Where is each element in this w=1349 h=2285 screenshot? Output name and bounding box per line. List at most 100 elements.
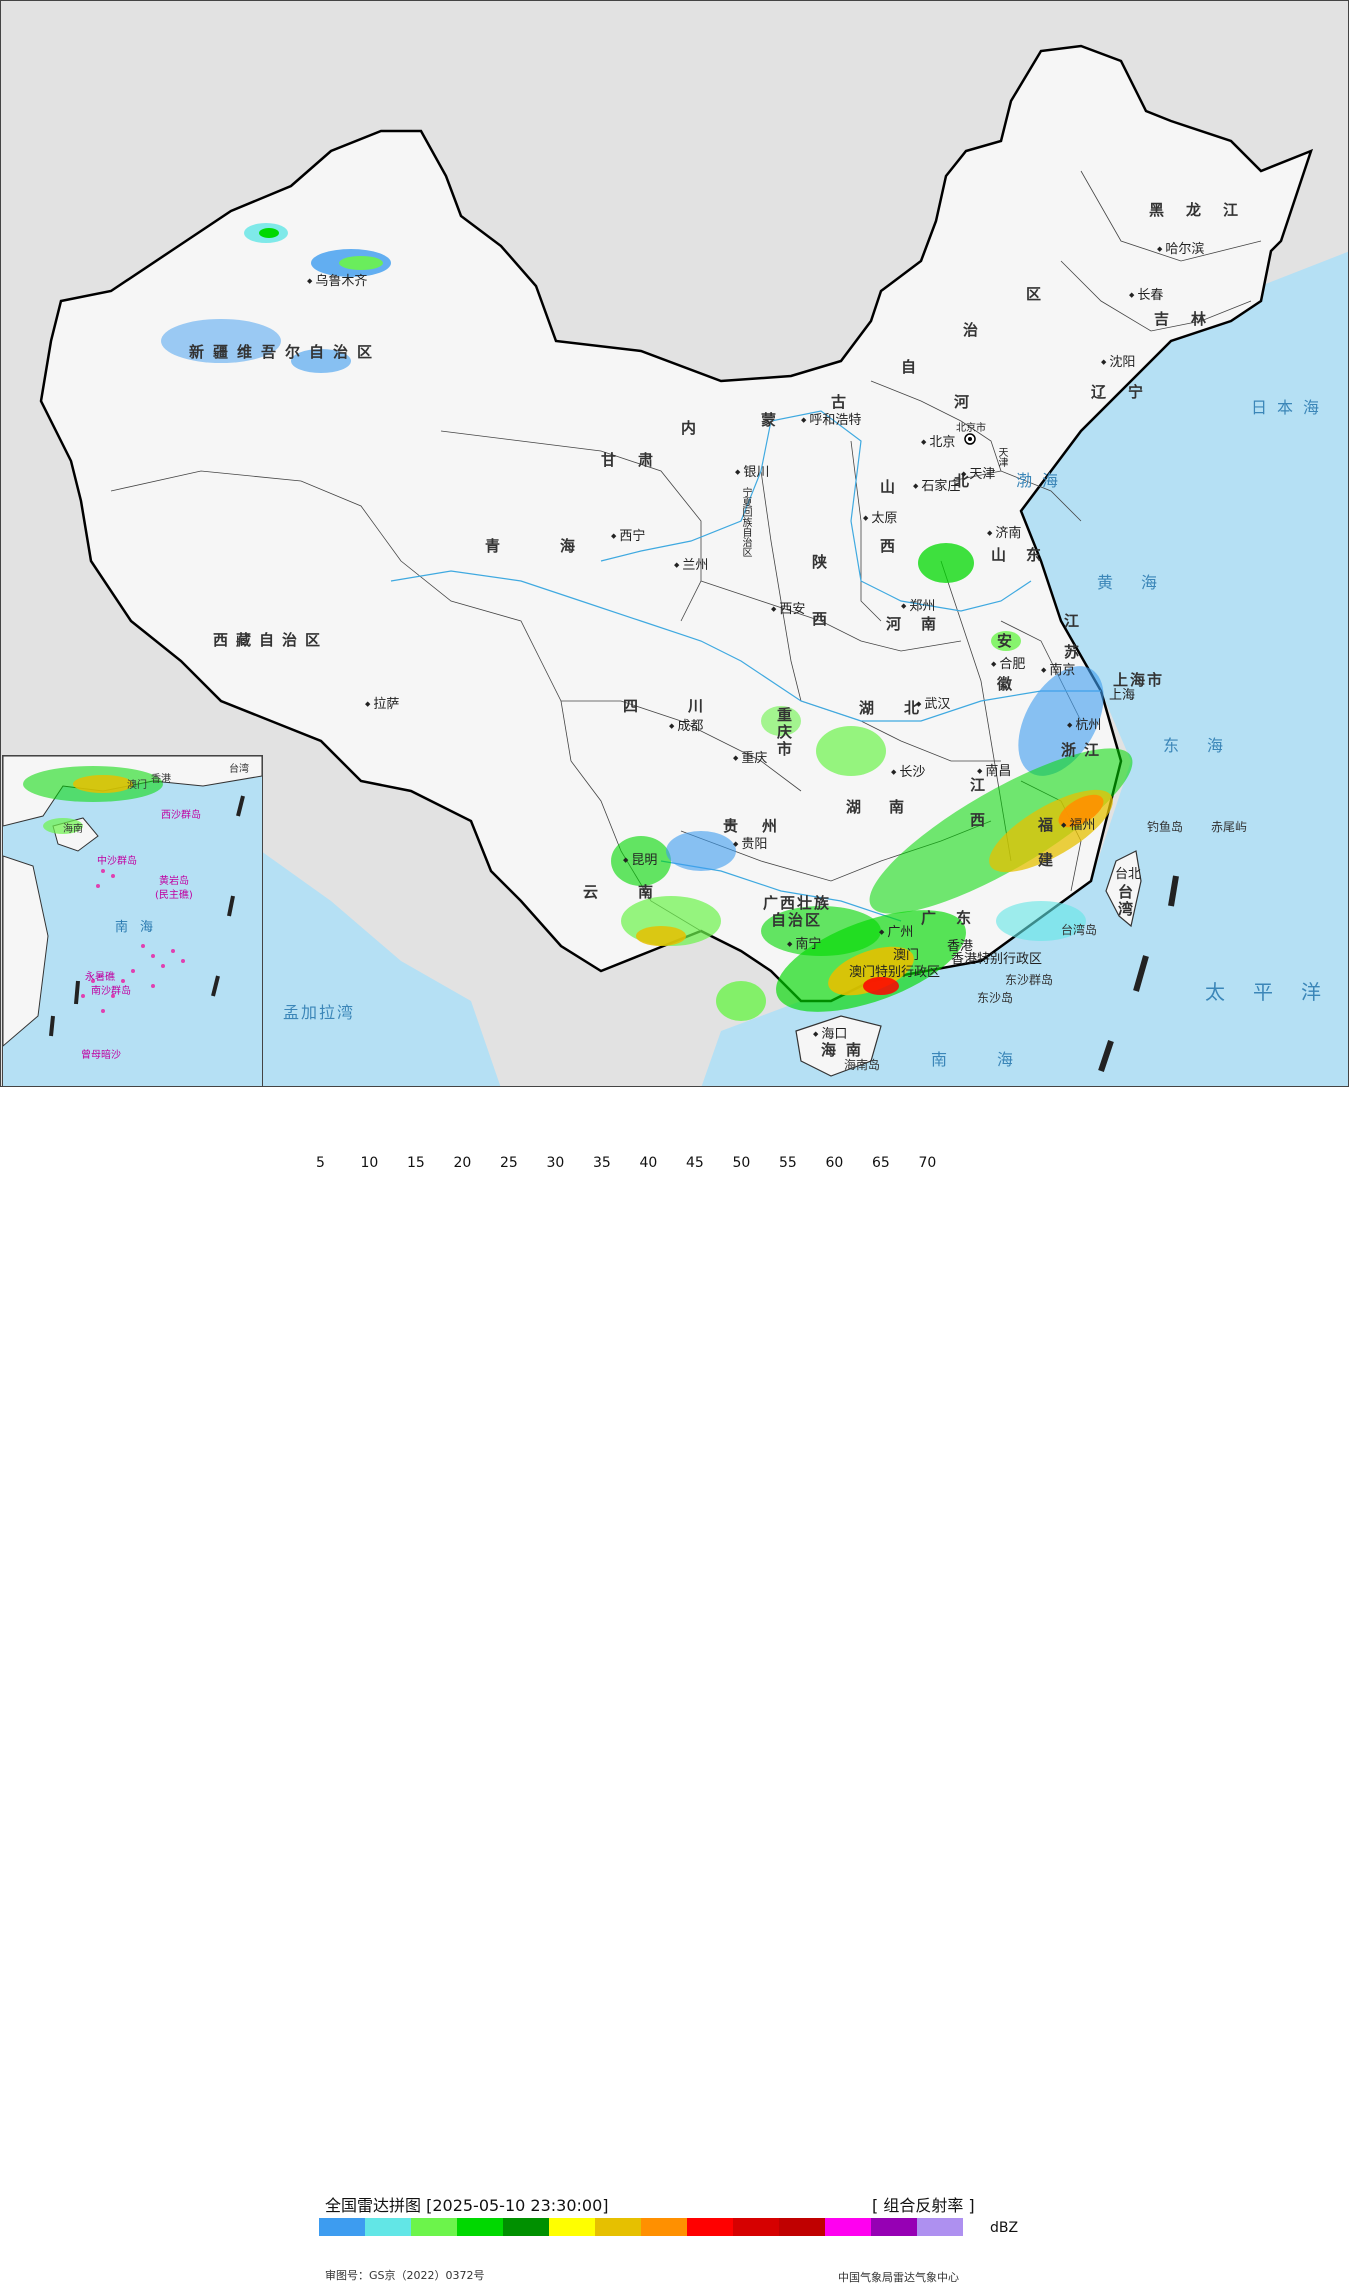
city-jinan[interactable]: 济南 xyxy=(987,522,1021,541)
city-urumqi[interactable]: 乌鲁木齐 xyxy=(307,270,367,289)
province-label-shandong: 山东 xyxy=(991,546,1062,564)
city-nanjing[interactable]: 南京 xyxy=(1041,659,1075,678)
color-bar-tick: 70 xyxy=(918,1155,937,1171)
province-label-neimenggu-4: 自 xyxy=(901,358,939,376)
province-label-henan: 河南 xyxy=(886,615,957,633)
city-shanghai[interactable]: 上海 xyxy=(1109,688,1136,703)
city-tianjin[interactable]: 天津 xyxy=(961,463,995,482)
city-wuhan[interactable]: 武汉 xyxy=(916,693,950,712)
city-chengdu[interactable]: 成都 xyxy=(669,715,703,734)
color-swatch xyxy=(503,2218,549,2236)
city-xianggang[interactable]: 香港 xyxy=(947,939,974,954)
sea-label-east: 东海 xyxy=(1163,736,1252,755)
inset-label-south-sea: 南海 xyxy=(115,920,166,935)
city-zhengzhou[interactable]: 郑州 xyxy=(901,595,935,614)
inset-label-taiwan: 台湾 xyxy=(229,764,249,775)
color-swatch xyxy=(733,2218,779,2236)
color-bar-tick: 35 xyxy=(593,1155,611,1171)
color-bar-tick: 45 xyxy=(686,1155,704,1171)
city-beijing[interactable]: 北京 xyxy=(921,431,955,450)
east-pacific-sea xyxy=(701,251,1348,1086)
nine-dash-line xyxy=(1098,875,1179,1072)
city-kunming[interactable]: 昆明 xyxy=(623,849,657,868)
province-label-hubei: 湖北 xyxy=(859,699,950,717)
approval-number: 审图号：GS京（2022）0372号 xyxy=(325,2269,485,2282)
city-yinchuan[interactable]: 银川 xyxy=(735,461,769,480)
sea-label-yellow: 黄海 xyxy=(1097,573,1186,592)
color-bar-tick: 55 xyxy=(779,1155,797,1171)
color-bar-tick: 30 xyxy=(546,1155,565,1171)
city-lhasa[interactable]: 拉萨 xyxy=(365,693,399,712)
province-label-hainan: 海南 xyxy=(821,1041,872,1059)
city-changsha[interactable]: 长沙 xyxy=(891,761,925,780)
color-swatch xyxy=(595,2218,641,2236)
province-label-aomen: 澳门特别行政区 xyxy=(849,965,941,980)
city-taibei[interactable]: 台北 xyxy=(1115,867,1142,882)
color-swatch xyxy=(365,2218,411,2236)
province-label-jilin: 吉林 xyxy=(1154,310,1229,328)
color-bar-tick: 25 xyxy=(500,1155,518,1171)
city-lanzhou[interactable]: 兰州 xyxy=(674,554,708,573)
province-label-fujian: 福建 xyxy=(1036,817,1054,887)
island-chiwei: 赤尾屿 xyxy=(1211,820,1248,834)
city-guiyang[interactable]: 贵阳 xyxy=(733,833,767,852)
radar-map[interactable]: 黑龙江 吉林 辽宁 内 蒙 古 自 治 区 新疆维吾尔自治区 西藏自治区 青海 … xyxy=(0,0,1349,1087)
inset-label-hainan: 海南 xyxy=(63,824,83,835)
province-label-beijing-shi: 北京市 xyxy=(956,423,986,434)
province-label-neimenggu-1: 内 xyxy=(681,419,719,437)
city-aomen[interactable]: 澳门 xyxy=(893,948,920,963)
province-label-heilongjiang: 黑龙江 xyxy=(1149,201,1261,219)
province-label-guangxi-2: 自治区 xyxy=(771,911,823,929)
sea-label-japan: 日本海 xyxy=(1251,398,1330,417)
province-label-neimenggu-6: 区 xyxy=(1026,285,1064,303)
color-bar-tick: 5 xyxy=(316,1155,325,1171)
city-shenyang[interactable]: 沈阳 xyxy=(1101,351,1135,370)
province-label-jiangxi: 江西 xyxy=(968,777,986,847)
inset-label-minzhu: (民主礁) xyxy=(155,890,193,901)
city-harbin[interactable]: 哈尔滨 xyxy=(1157,238,1204,257)
legend-panel: 全国雷达拼图 [2025-05-10 23:30:00] [ 组合反射率 ] d… xyxy=(0,1087,1349,2284)
province-label-xianggang: 香港特别行政区 xyxy=(951,952,1043,967)
city-haikou[interactable]: 海口 xyxy=(813,1023,847,1042)
city-chongqing[interactable]: 重庆 xyxy=(733,747,767,766)
city-nanchang[interactable]: 南昌 xyxy=(977,760,1011,779)
province-label-sichuan: 四川 xyxy=(623,697,754,715)
color-bar-tick: 20 xyxy=(453,1155,472,1171)
province-label-liaoning: 辽宁 xyxy=(1091,383,1166,401)
island-hainan: 海南岛 xyxy=(844,1058,881,1072)
island-dongsha-qundao: 东沙群岛 xyxy=(1005,973,1054,987)
inset-label-huangyan: 黄岩岛 xyxy=(159,876,189,887)
city-hohhot[interactable]: 呼和浩特 xyxy=(801,409,861,428)
province-label-xinjiang: 新疆维吾尔自治区 xyxy=(189,343,382,361)
inset-label-aomen: 澳门 xyxy=(127,780,147,791)
province-label-neimenggu-3: 古 xyxy=(831,393,869,411)
city-shijiazhuang[interactable]: 石家庄 xyxy=(913,475,960,494)
color-swatch xyxy=(411,2218,457,2236)
province-label-xizang: 西藏自治区 xyxy=(213,631,329,649)
inset-label-xisha: 西沙群岛 xyxy=(161,810,201,821)
inset-canvas xyxy=(3,756,262,1047)
color-bar-tick: 60 xyxy=(825,1155,844,1171)
color-bar-tick: 50 xyxy=(732,1155,751,1171)
city-xining[interactable]: 西宁 xyxy=(611,525,645,544)
sea-label-pacific: 太平洋 xyxy=(1205,980,1349,1004)
province-label-gansu: 甘肃 xyxy=(601,451,676,469)
city-changchun[interactable]: 长春 xyxy=(1129,284,1163,303)
island-taiwan: 台湾岛 xyxy=(1061,923,1098,937)
province-label-tianjin-shi: 天津 xyxy=(996,447,1007,467)
city-guangzhou[interactable]: 广州 xyxy=(879,921,913,940)
legend-title: 全国雷达拼图 [2025-05-10 23:30:00] xyxy=(325,2196,609,2215)
province-label-taiwan: 台湾 xyxy=(1116,884,1134,918)
city-fuzhou[interactable]: 福州 xyxy=(1061,814,1095,833)
province-label-guangxi-1: 广西壮族 xyxy=(763,894,832,912)
city-nanning[interactable]: 南宁 xyxy=(787,933,821,952)
color-swatch xyxy=(779,2218,825,2236)
inset-label-zengmu: 曾母暗沙 xyxy=(81,1050,121,1061)
city-xian[interactable]: 西安 xyxy=(771,598,805,617)
city-hangzhou[interactable]: 杭州 xyxy=(1067,714,1101,733)
color-swatch xyxy=(457,2218,503,2236)
city-hefei[interactable]: 合肥 xyxy=(991,653,1025,672)
sea-label-south: 南海 xyxy=(931,1050,1064,1069)
city-taiyuan[interactable]: 太原 xyxy=(863,507,897,526)
sea-label-bohai: 渤海 xyxy=(1016,471,1069,490)
